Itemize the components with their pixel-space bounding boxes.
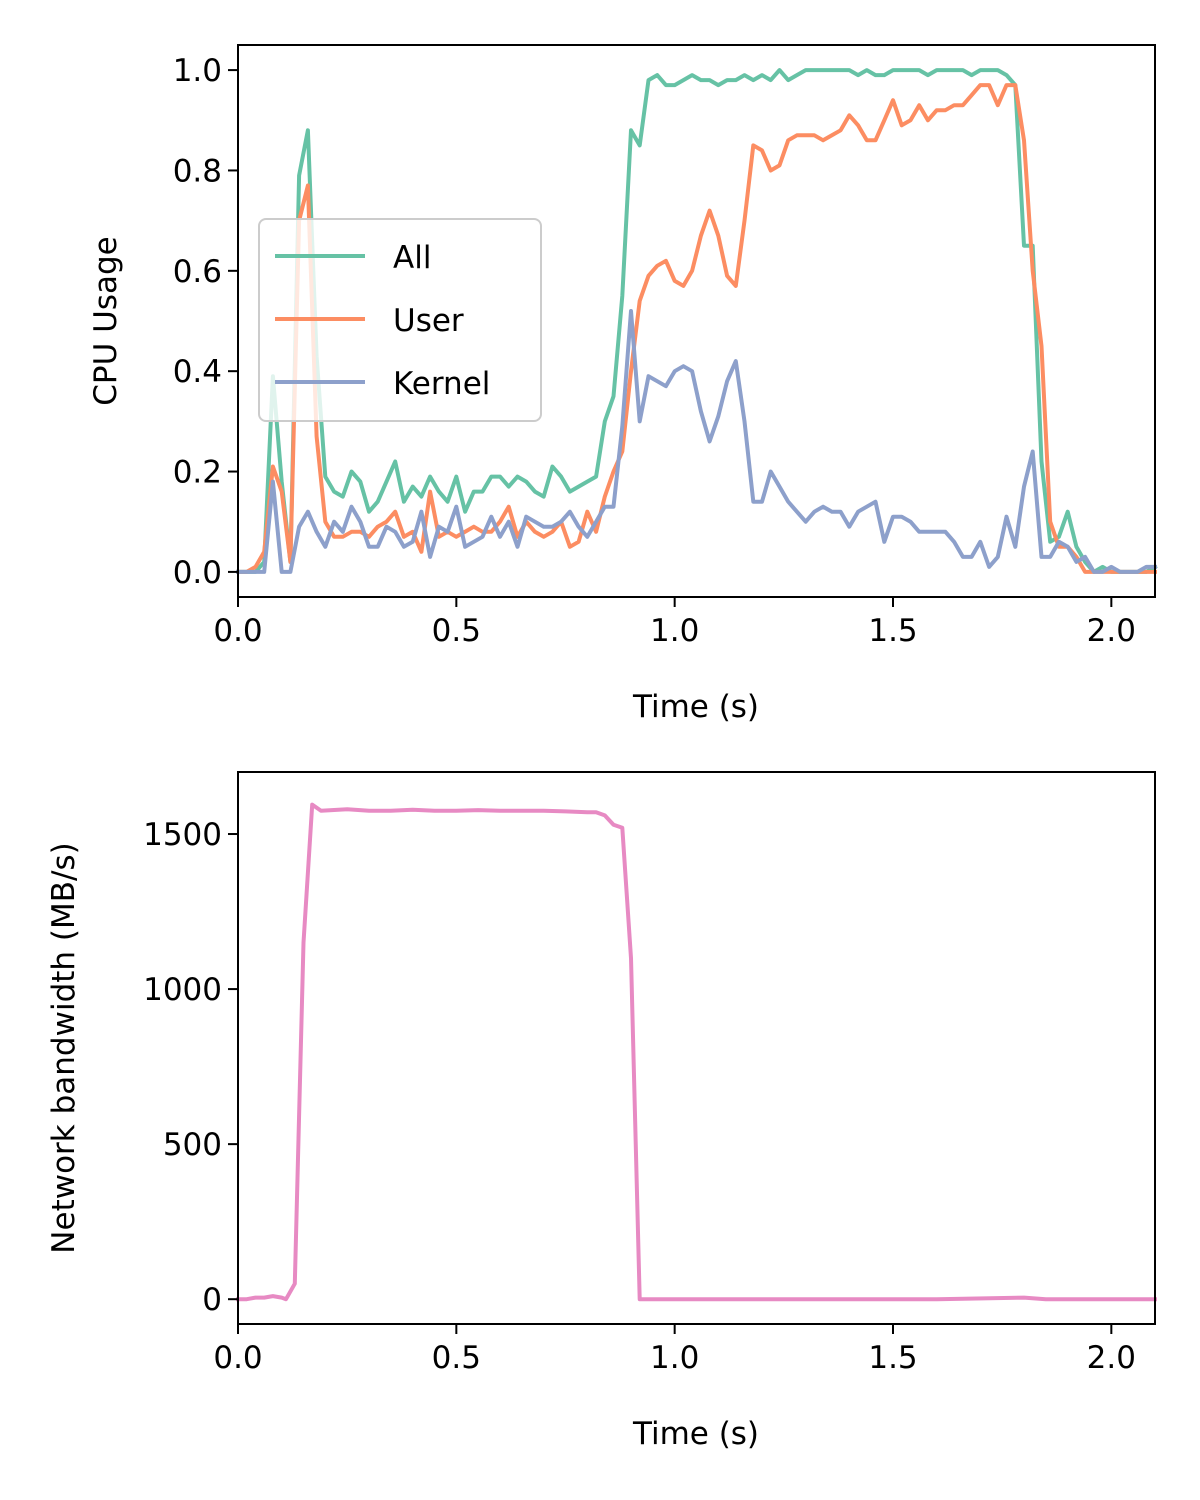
cpu-axes-frame — [237, 44, 1156, 598]
net-y-tick-label: 1000 — [143, 972, 222, 1008]
cpu-y-tick-label: 0.8 — [173, 153, 222, 189]
net-x-axis-label: Time (s) — [632, 1416, 759, 1452]
cpu-x-tick-label: 0.5 — [432, 613, 481, 649]
series-line-network — [236, 802, 1157, 1302]
cpu-x-axis-label: Time (s) — [632, 689, 759, 725]
series-line-user — [236, 83, 1157, 574]
legend-box — [258, 218, 542, 422]
cpu-y-tick-label: 0.4 — [173, 354, 222, 390]
cpu-x-tick-label: 2.0 — [1087, 613, 1136, 649]
cpu-x-tick-label: 1.0 — [650, 613, 699, 649]
cpu-usage-chart: 0.0 0.5 1.0 1.5 2.0 0.0 0.2 0.4 0.6 0.8 1.0 Time … — [88, 44, 1158, 725]
net-x-tick-label: 1.0 — [650, 1340, 699, 1376]
legend-label-user: User — [393, 303, 464, 339]
net-y-tick-label: 500 — [163, 1127, 222, 1163]
cpu-y-tick-label: 0.6 — [173, 254, 222, 290]
cpu-y-tick-label: 0.0 — [173, 555, 222, 591]
net-y-axis-label: Network bandwidth (MB/s) — [46, 842, 82, 1253]
net-x-ticks: 0.0 0.5 1.0 1.5 2.0 — [213, 1324, 1136, 1376]
network-series-lines — [236, 802, 1157, 1302]
net-y-tick-label: 1500 — [143, 817, 222, 853]
cpu-series-lines — [236, 68, 1158, 574]
series-line-all — [236, 68, 1158, 574]
net-x-tick-label: 2.0 — [1087, 1340, 1136, 1376]
net-y-tick-label: 0 — [202, 1282, 222, 1318]
net-axes-frame — [237, 771, 1156, 1325]
network-bandwidth-chart: 0.0 0.5 1.0 1.5 2.0 0 500 1000 1500 Time (s) Ne… — [46, 771, 1157, 1452]
cpu-x-tick-label: 1.5 — [868, 613, 917, 649]
cpu-x-tick-label: 0.0 — [213, 613, 262, 649]
cpu-y-ticks: 0.0 0.2 0.4 0.6 0.8 1.0 — [173, 53, 238, 591]
cpu-x-ticks: 0.0 0.5 1.0 1.5 2.0 — [213, 597, 1136, 649]
cpu-y-tick-label: 1.0 — [173, 53, 222, 89]
net-x-tick-label: 1.5 — [868, 1340, 917, 1376]
cpu-legend: All User Kernel — [258, 218, 542, 422]
net-x-tick-label: 0.5 — [432, 1340, 481, 1376]
cpu-y-tick-label: 0.2 — [173, 455, 222, 491]
net-x-tick-label: 0.0 — [213, 1340, 262, 1376]
net-y-ticks: 0 500 1000 1500 — [143, 817, 238, 1318]
legend-label-all: All — [393, 240, 431, 276]
legend-label-kernel: Kernel — [393, 366, 490, 402]
cpu-y-axis-label: CPU Usage — [88, 236, 124, 405]
series-line-kernel — [236, 309, 1157, 574]
